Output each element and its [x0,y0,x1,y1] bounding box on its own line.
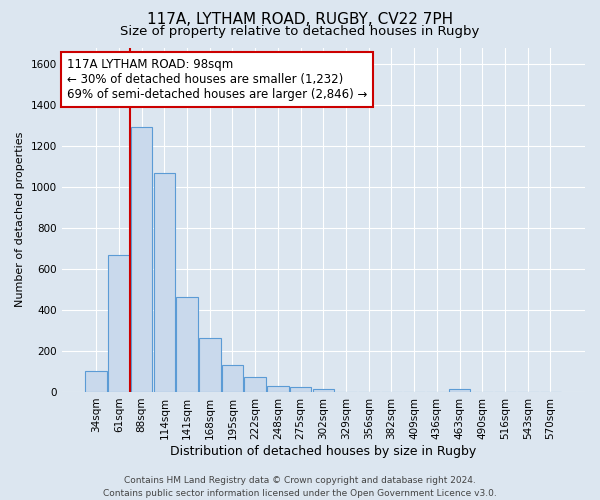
Y-axis label: Number of detached properties: Number of detached properties [15,132,25,308]
Bar [313,389,334,392]
Text: Contains HM Land Registry data © Crown copyright and database right 2024.
Contai: Contains HM Land Registry data © Crown c… [103,476,497,498]
Bar [108,254,130,392]
Bar [131,128,152,392]
Text: 117A LYTHAM ROAD: 98sqm
← 30% of detached houses are smaller (1,232)
69% of semi: 117A LYTHAM ROAD: 98sqm ← 30% of detache… [67,58,367,101]
Text: 117A, LYTHAM ROAD, RUGBY, CV22 7PH: 117A, LYTHAM ROAD, RUGBY, CV22 7PH [147,12,453,28]
X-axis label: Distribution of detached houses by size in Rugby: Distribution of detached houses by size … [170,444,476,458]
Bar [222,366,243,392]
Bar [176,296,198,392]
Bar [267,386,289,392]
Bar [199,338,221,392]
Text: Size of property relative to detached houses in Rugby: Size of property relative to detached ho… [121,25,479,38]
Bar [449,389,470,392]
Bar [154,172,175,392]
Bar [290,387,311,392]
Bar [244,376,266,392]
Bar [85,372,107,392]
